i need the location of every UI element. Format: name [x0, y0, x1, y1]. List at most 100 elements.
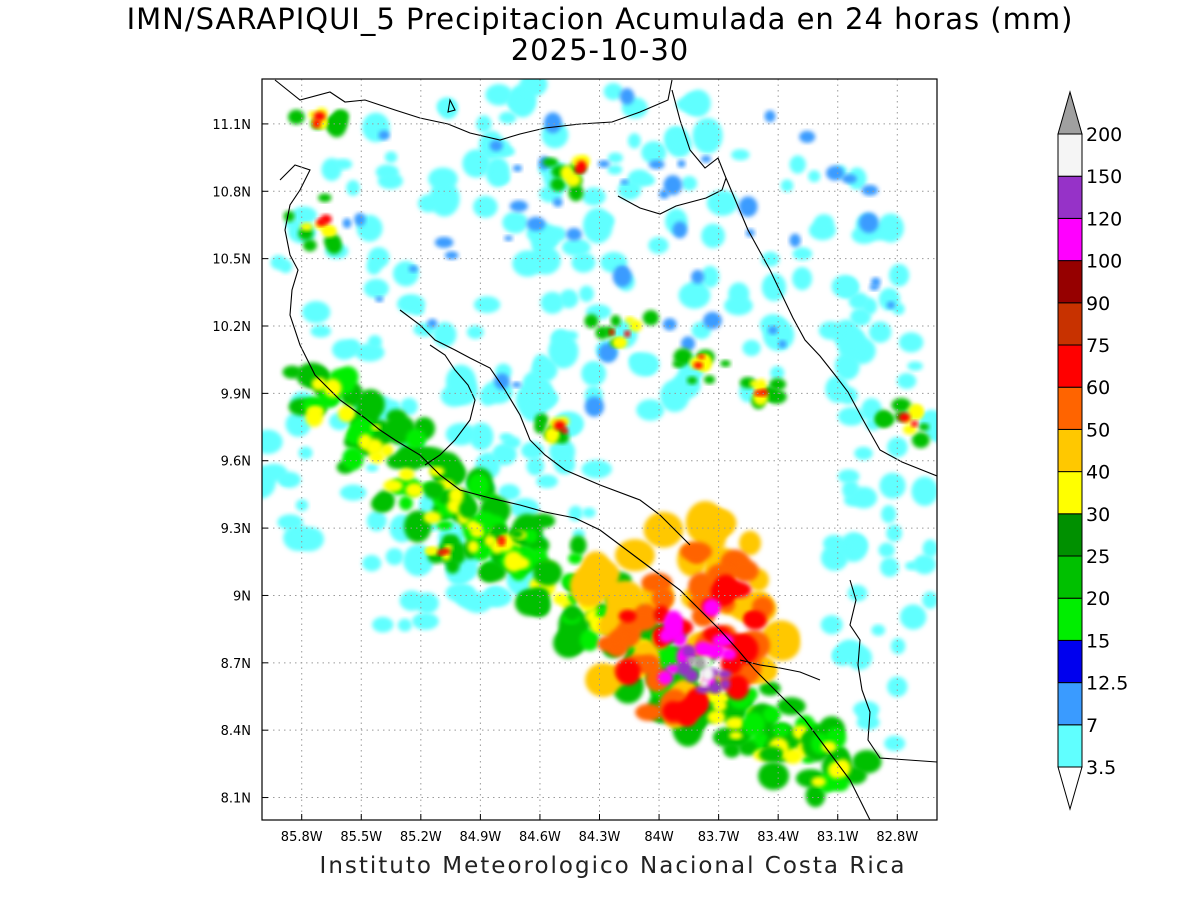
- rain-cell: [585, 662, 621, 697]
- rain-cell: [918, 423, 930, 431]
- rain-cell: [354, 212, 366, 227]
- coastline: [274, 79, 937, 820]
- rain-cell: [700, 155, 712, 163]
- colorbar-segment: [1057, 724, 1083, 768]
- rain-cell: [584, 314, 599, 329]
- y-tick-label: 10.8N: [212, 185, 251, 200]
- rain-cell: [672, 632, 687, 647]
- rain-cell: [693, 362, 704, 369]
- rain-cell: [681, 336, 696, 351]
- rain-cell: [743, 610, 767, 630]
- rain-cell: [332, 339, 357, 360]
- rain-cell: [564, 330, 579, 341]
- rain-cell: [886, 524, 903, 542]
- rain-cell: [636, 399, 665, 421]
- rain-cell: [494, 373, 510, 390]
- rain-cell: [756, 378, 767, 391]
- rain-cell: [854, 446, 873, 461]
- rain-cell: [550, 177, 566, 192]
- rain-cell: [692, 117, 723, 154]
- y-tick-label: 9.9N: [221, 387, 251, 402]
- rain-cell: [664, 617, 682, 633]
- rain-cell: [680, 541, 712, 562]
- x-tick-label: 83.1W: [817, 830, 859, 845]
- rain-cell: [321, 158, 342, 181]
- rain-cell: [607, 164, 623, 175]
- rain-cell: [377, 172, 403, 190]
- rain-cell: [712, 634, 734, 647]
- rain-cell: [618, 609, 637, 623]
- rain-cell: [473, 296, 501, 314]
- colorbar-label: 3.5: [1086, 757, 1116, 779]
- colorbar-segment: [1057, 639, 1083, 684]
- rain-cell: [554, 455, 576, 475]
- rain-cell: [530, 587, 549, 602]
- rain-cell: [721, 648, 737, 661]
- rain-cell: [837, 469, 860, 484]
- rain-cell: [818, 321, 843, 340]
- rain-cell: [498, 111, 517, 124]
- rain-cell: [629, 353, 646, 367]
- rain-cell: [384, 151, 398, 163]
- rain-cell: [723, 296, 753, 316]
- rain-cell: [440, 548, 451, 555]
- rain-cell: [339, 484, 367, 501]
- colorbar-label: 75: [1086, 335, 1110, 357]
- x-tick-label: 85.2W: [400, 830, 442, 845]
- rain-cell: [688, 572, 716, 601]
- rain-cell: [510, 529, 524, 539]
- colorbar-label: 12.5: [1086, 673, 1128, 695]
- colorbar-label: 20: [1086, 588, 1110, 610]
- rain-cell: [402, 297, 416, 306]
- rain-cell: [295, 526, 324, 552]
- rain-cell: [783, 748, 803, 764]
- rain-cell: [512, 164, 523, 172]
- rain-cell: [444, 251, 459, 260]
- rain-cell: [449, 547, 466, 565]
- rain-cell: [739, 530, 762, 556]
- rain-cell: [262, 429, 283, 455]
- rain-cell: [619, 88, 635, 105]
- rain-cell: [700, 265, 720, 288]
- rain-cell: [318, 193, 332, 203]
- rain-cell: [303, 239, 317, 252]
- x-tick-label: 83.7W: [698, 830, 740, 845]
- rain-cell: [568, 183, 584, 202]
- latitude-ticks: 11.1N 10.8N 10.5N 10.2N 9.9N 9.6N 9.3N 9N 8.7N 8.…: [212, 118, 268, 807]
- rain-cell: [342, 447, 364, 471]
- rain-cell: [678, 281, 711, 309]
- rain-cell: [553, 420, 566, 431]
- rain-cell: [686, 376, 698, 385]
- rain-cell: [287, 109, 305, 125]
- rain-cell: [526, 216, 546, 232]
- colorbar-segment: [1057, 302, 1083, 346]
- rain-cell: [445, 422, 477, 446]
- rain-cell: [677, 159, 686, 168]
- rain-cell: [397, 618, 412, 632]
- rain-cell: [470, 528, 485, 538]
- rain-cell: [584, 396, 605, 417]
- rain-cell: [524, 528, 538, 544]
- rain-cell: [291, 206, 318, 224]
- rain-cell: [526, 456, 545, 476]
- rain-cell: [582, 207, 613, 244]
- rain-cell: [316, 218, 327, 227]
- rain-cell: [913, 405, 924, 418]
- rain-cell: [283, 210, 295, 222]
- rain-cell: [436, 520, 453, 531]
- precipitation-field: [262, 79, 937, 808]
- colorbar-segment: [1057, 217, 1083, 262]
- rain-cell: [701, 223, 726, 249]
- rain-cell: [713, 699, 727, 712]
- rain-cell: [643, 511, 684, 548]
- rain-cell: [762, 706, 781, 723]
- rain-cell: [581, 360, 607, 387]
- rain-cell: [761, 273, 787, 302]
- rain-cell: [758, 761, 790, 791]
- rain-cell: [792, 266, 813, 291]
- rain-cell: [536, 474, 558, 489]
- rain-cell: [710, 580, 736, 604]
- rain-cell: [891, 398, 912, 413]
- rain-cell: [365, 463, 379, 472]
- x-tick-label: 84.6W: [519, 830, 561, 845]
